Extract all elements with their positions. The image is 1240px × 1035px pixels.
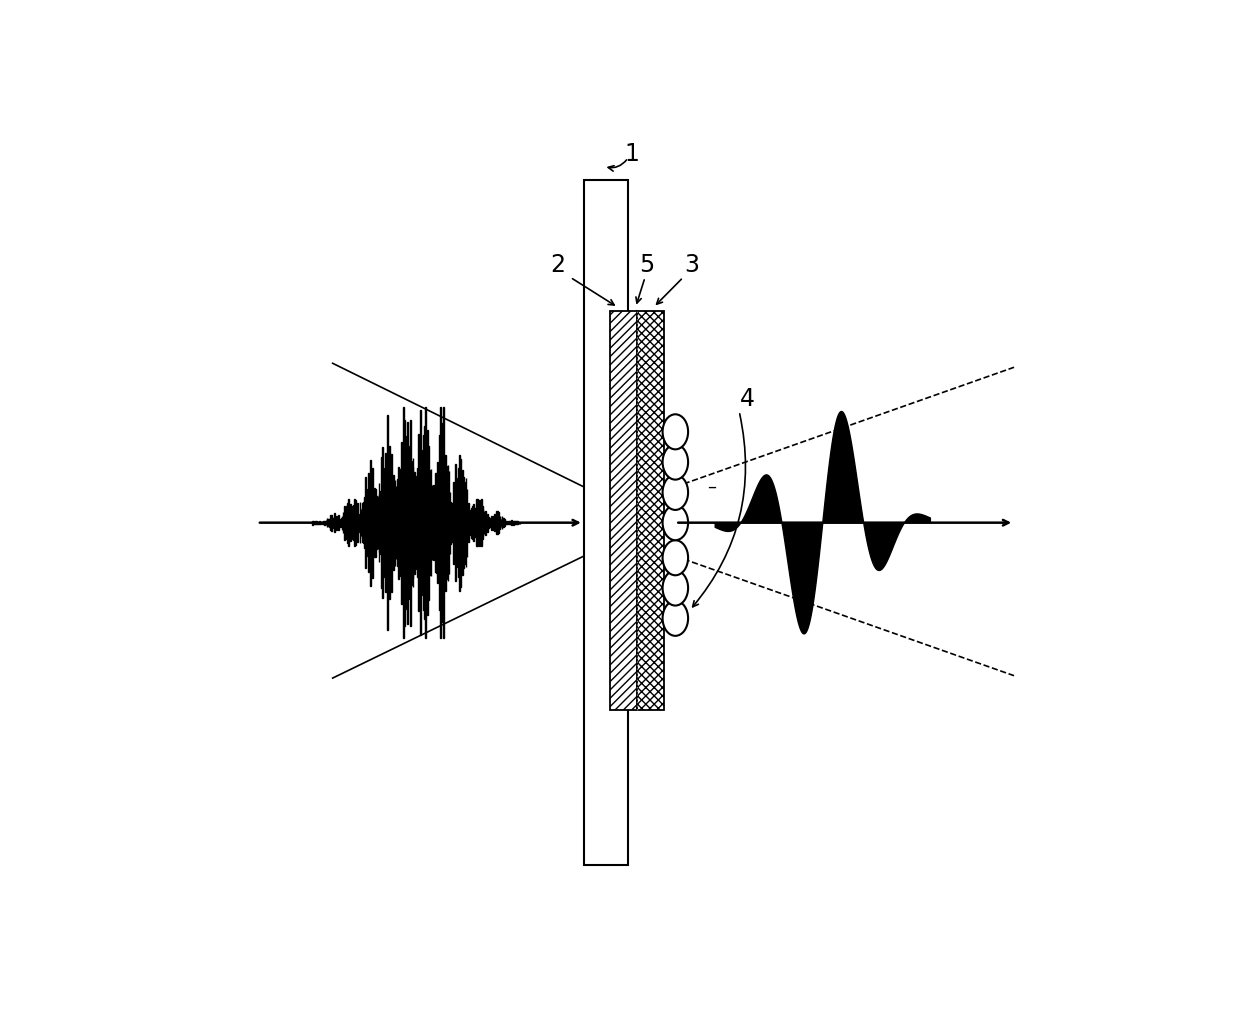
Ellipse shape xyxy=(662,414,688,449)
Text: 3: 3 xyxy=(683,254,699,277)
Ellipse shape xyxy=(662,570,688,605)
Bar xyxy=(610,312,637,710)
Text: 4: 4 xyxy=(739,387,755,411)
Bar xyxy=(637,312,665,710)
Ellipse shape xyxy=(662,600,688,635)
Ellipse shape xyxy=(662,445,688,479)
Ellipse shape xyxy=(662,540,688,575)
Text: 2: 2 xyxy=(551,254,565,277)
Ellipse shape xyxy=(662,475,688,510)
Ellipse shape xyxy=(662,505,688,540)
Text: 1: 1 xyxy=(625,142,640,166)
Text: –: – xyxy=(708,478,717,496)
Bar xyxy=(584,180,627,865)
Text: 5: 5 xyxy=(639,254,655,277)
